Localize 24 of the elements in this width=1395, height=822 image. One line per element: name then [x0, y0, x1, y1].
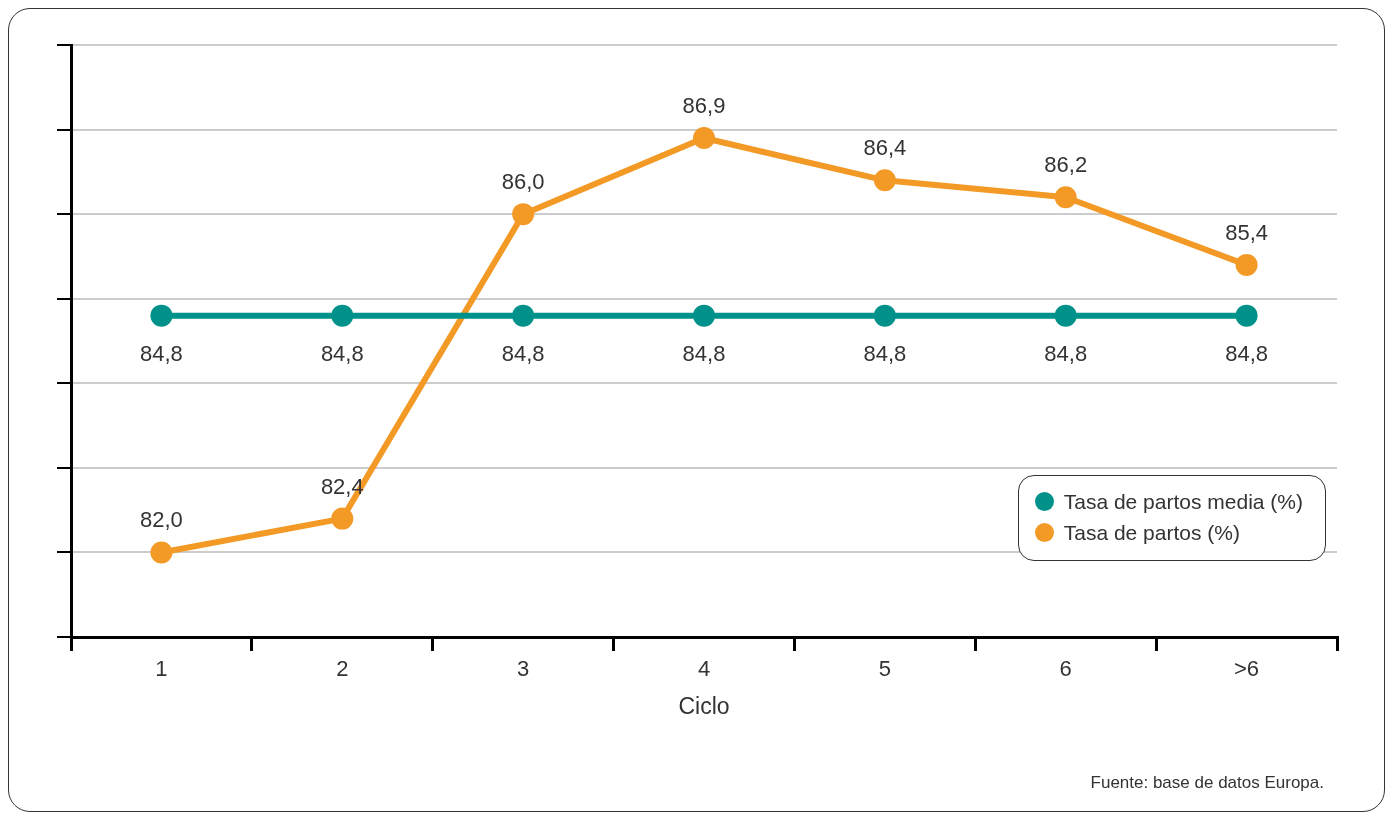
data-label: 86,9	[682, 93, 726, 119]
data-label: 84,8	[863, 340, 907, 366]
data-label: 85,4	[1225, 219, 1268, 245]
legend-label: Tasa de partos media (%)	[1063, 489, 1303, 515]
source-note: Fuente: base de datos Europa.	[1090, 773, 1324, 793]
data-label: 86,2	[1044, 152, 1088, 178]
data-label: 84,8	[320, 340, 364, 366]
data-label: 84,8	[1044, 340, 1088, 366]
x-tick-label: 1	[155, 656, 168, 682]
x-tick-label: >6	[1234, 656, 1260, 682]
x-tick-label: 4	[697, 656, 711, 682]
x-tick-label: 2	[336, 656, 349, 682]
data-label: 82,0	[140, 507, 183, 533]
x-tick-label: 6	[1059, 656, 1072, 682]
data-label: 86,0	[501, 169, 545, 195]
x-axis-title: Ciclo	[678, 692, 730, 719]
x-tick-label: 3	[517, 656, 530, 682]
data-label: 84,8	[140, 340, 183, 366]
data-label: 84,8	[682, 340, 726, 366]
legend-label: Tasa de partos (%)	[1063, 520, 1240, 546]
x-tick-label: 5	[878, 656, 891, 682]
data-label: 86,4	[863, 135, 907, 161]
data-label: 84,8	[501, 340, 545, 366]
data-label: 84,8	[1225, 340, 1268, 366]
